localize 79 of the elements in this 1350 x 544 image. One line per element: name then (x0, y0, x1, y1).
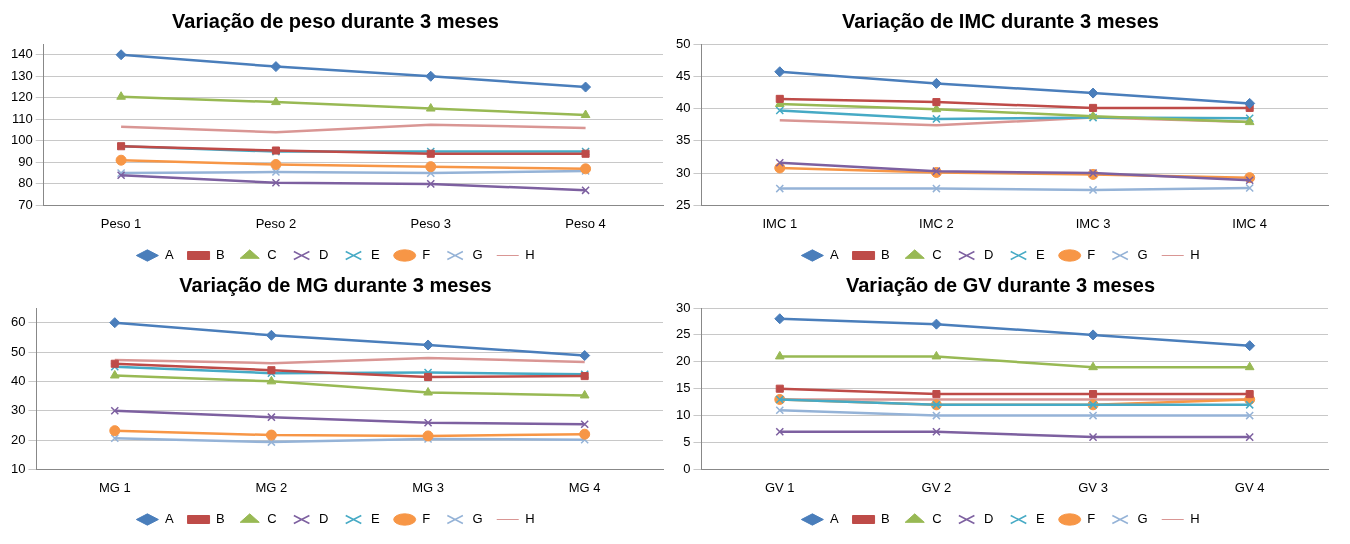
x-tick-label: Peso 3 (410, 215, 451, 231)
x-tick-label: Peso 4 (565, 215, 606, 231)
legend-label: C (932, 511, 942, 527)
legend-label: F (1087, 511, 1096, 527)
chart-title: Variação de GV durante 3 meses (845, 273, 1156, 296)
x-tick-label: IMC 4 (1232, 215, 1268, 231)
y-tick-label: 30 (10, 402, 26, 418)
legend-label: D (984, 247, 994, 263)
legend-label: G (472, 247, 483, 263)
x-tick-label: Peso 1 (100, 215, 142, 231)
y-tick-label: 35 (675, 132, 691, 148)
y-tick-label: 90 (18, 153, 33, 169)
x-tick-label: GV 1 (764, 479, 795, 495)
chart-title: Variação de MG durante 3 meses (179, 273, 492, 296)
legend-label: G (1137, 511, 1148, 527)
y-tick-label: 50 (10, 343, 26, 359)
x-tick-label: GV 4 (1234, 479, 1265, 495)
y-tick-label: 20 (675, 353, 691, 369)
x-tick-label: IMC 1 (762, 215, 798, 231)
x-tick-label: IMC 2 (919, 215, 954, 231)
y-tick-label: 40 (675, 100, 691, 116)
legend-label: E (1036, 247, 1045, 263)
legend-label: B (216, 511, 225, 527)
y-tick-label: 100 (10, 132, 33, 148)
legend-label: C (932, 247, 942, 263)
legend-label: B (216, 247, 225, 263)
y-tick-label: 25 (675, 326, 691, 342)
legend-label: A (829, 247, 839, 263)
legend-label: C (267, 511, 277, 527)
y-tick-label: 10 (675, 407, 691, 423)
y-tick-label: 30 (675, 164, 691, 180)
legend-label: G (472, 511, 483, 527)
legend-label: C (267, 247, 277, 263)
y-tick-label: 0 (683, 460, 691, 476)
y-tick-label: 45 (675, 67, 691, 83)
y-tick-label: 25 (675, 196, 691, 212)
legend-label: G (1137, 247, 1148, 263)
legend-label: E (371, 511, 380, 527)
legend-label: H (1190, 511, 1200, 527)
y-tick-label: 40 (10, 372, 26, 388)
y-tick-label: 110 (11, 110, 33, 126)
legend-label: H (1190, 247, 1200, 263)
chart-title: Variação de peso durante 3 meses (172, 9, 499, 32)
legend-label: A (164, 511, 174, 527)
legend-label: E (1036, 511, 1045, 527)
legend-label: F (422, 511, 431, 527)
legend-label: H (525, 247, 535, 263)
y-tick-label: 120 (10, 89, 33, 105)
legend-label: D (984, 511, 994, 527)
legend-label: F (422, 247, 431, 263)
legend-label: D (319, 511, 329, 527)
y-tick-label: 5 (683, 434, 691, 450)
legend-label: B (881, 511, 890, 527)
legend-label: B (881, 247, 890, 263)
y-tick-label: 140 (10, 46, 33, 62)
y-tick-label: 70 (18, 196, 33, 212)
y-tick-label: 10 (10, 460, 26, 476)
x-tick-label: MG 3 (412, 479, 444, 495)
legend-label: H (525, 511, 535, 527)
chart-title: Variação de IMC durante 3 meses (842, 9, 1159, 32)
y-tick-label: 50 (675, 35, 691, 51)
x-tick-label: MG 1 (98, 479, 131, 495)
legend-label: D (319, 247, 329, 263)
x-tick-label: IMC 3 (1075, 215, 1111, 231)
y-tick-label: 30 (675, 299, 691, 315)
y-tick-label: 60 (10, 314, 26, 330)
x-tick-label: Peso 2 (255, 215, 297, 231)
x-tick-label: MG 2 (255, 479, 288, 495)
y-tick-label: 130 (10, 67, 33, 83)
y-tick-label: 20 (10, 431, 26, 447)
y-tick-label: 80 (18, 175, 33, 191)
legend-label: A (164, 247, 174, 263)
y-tick-label: 15 (675, 380, 691, 396)
legend-label: A (829, 511, 839, 527)
legend-label: F (1087, 247, 1096, 263)
x-tick-label: GV 3 (1078, 479, 1108, 495)
legend-label: E (371, 247, 380, 263)
x-tick-label: GV 2 (921, 479, 952, 495)
x-tick-label: MG 4 (568, 479, 601, 495)
